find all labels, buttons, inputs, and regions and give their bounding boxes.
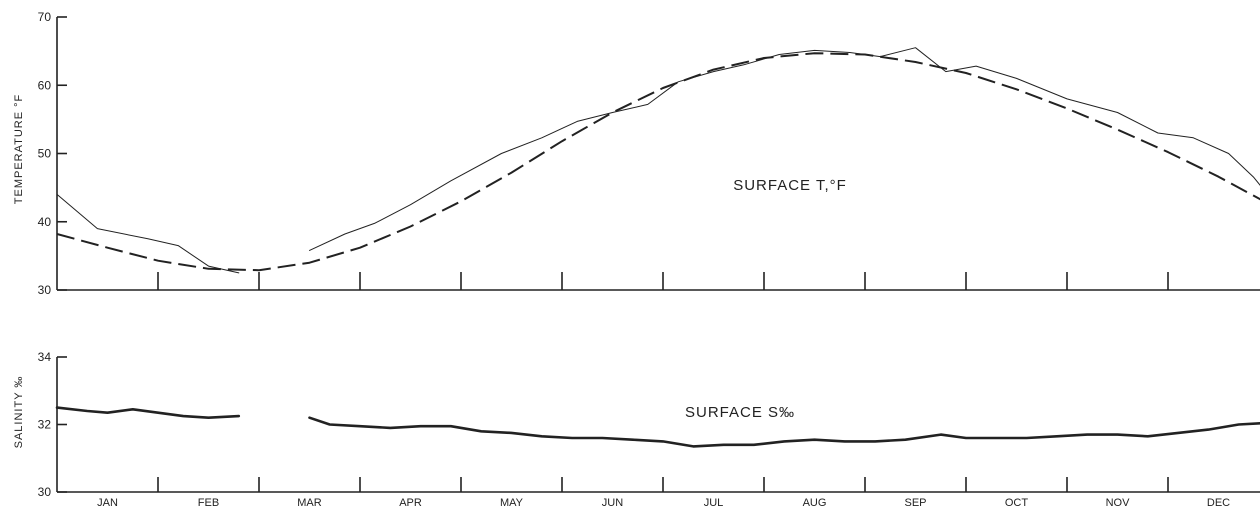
y-tick-label: 34 (38, 350, 52, 364)
month-label: MAR (297, 497, 322, 509)
y-tick-label: 30 (38, 485, 52, 499)
salinity-panel: 30 32 34 SALINITY ‰ JAN FEB MAR APR MAY JUN JUL AUG… (13, 350, 1260, 509)
y-axis-title: SALINITY ‰ (13, 376, 25, 449)
month-label: JUL (704, 497, 724, 509)
month-label: FEB (198, 497, 219, 509)
month-label: OCT (1005, 497, 1029, 509)
month-label: JUN (602, 497, 623, 509)
y-tick-label: 70 (38, 10, 52, 24)
series-annotation: SURFACE S‰ (685, 404, 795, 421)
salinity-line (55, 406, 241, 420)
temperature-panel: 30 40 50 60 70 TEMPERATURE °F SURFACE T,°F (13, 10, 1260, 297)
y-tick-label: 40 (38, 215, 52, 229)
salinity-line (308, 416, 1260, 448)
y-axis-title: TEMPERATURE °F (13, 94, 25, 204)
month-label: APR (399, 497, 422, 509)
month-label: NOV (1106, 497, 1131, 509)
month-label: AUG (803, 497, 827, 509)
y-tick-label: 32 (38, 418, 52, 432)
month-label: SEP (904, 497, 926, 509)
y-tick-label: 30 (38, 283, 52, 297)
y-tick-label: 50 (38, 147, 52, 161)
y-tick-label: 60 (38, 78, 52, 92)
month-label: MAY (500, 497, 524, 509)
series-annotation: SURFACE T,°F (733, 177, 847, 194)
observed-temperature-line (309, 47, 1260, 251)
smoothed-curve-line (56, 52, 1260, 272)
month-label: DEC (1207, 497, 1230, 509)
month-label: JAN (97, 497, 118, 509)
observed-temperature-line (56, 193, 240, 274)
